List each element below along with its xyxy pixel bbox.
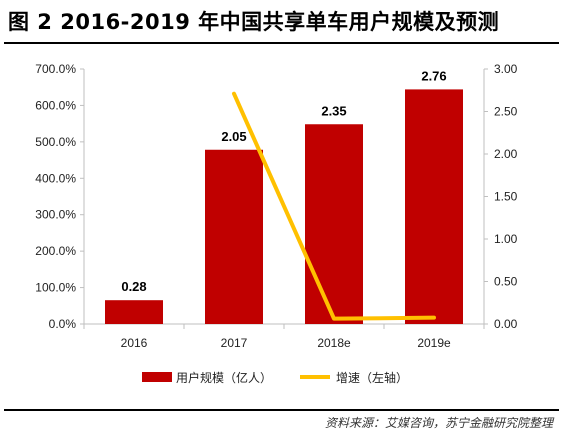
right-tick-label: 2.50 [494,105,518,119]
bars [105,89,463,325]
growth-line-path [232,91,436,321]
legend-bar-label: 用户规模（亿人） [176,370,272,385]
data-labels: 0.28 2.05 2.35 2.76 [121,68,446,294]
combo-chart: 0.0% 100.0% 200.0% 300.0% 400.0% 500.0% 600.0%… [35,62,517,385]
left-tick-label: 100.0% [35,281,76,295]
right-tick-label: 1.00 [494,232,518,246]
bar-value-label: 0.28 [121,279,146,294]
bar [105,300,163,324]
left-tick-label: 400.0% [35,171,76,185]
legend-bar-swatch [142,372,172,382]
bar-value-label: 2.35 [321,103,346,118]
axes: 0.0% 100.0% 200.0% 300.0% 400.0% 500.0% 600.0%… [35,62,517,350]
right-tick-label: 2.00 [494,147,518,161]
growth-line [232,91,436,321]
left-tick-label: 500.0% [35,135,76,149]
bar [305,124,363,324]
bar-value-label: 2.76 [421,68,446,83]
bar [405,89,463,325]
left-tick-label: 600.0% [35,98,76,112]
legend: 用户规模（亿人） 增速（左轴） [142,370,408,385]
figure-title: 图 2 2016-2019 年中国共享单车用户规模及预测 [8,10,500,34]
x-tick-label: 2018e [317,336,351,350]
bar [205,149,263,324]
legend-line-label: 增速（左轴） [336,370,408,385]
x-tick-label: 2016 [121,336,148,350]
top-rule [4,42,559,44]
left-tick-label: 0.0% [49,317,77,331]
right-tick-label: 3.00 [494,62,518,76]
right-tick-label: 0.50 [494,275,518,289]
x-tick-label: 2017 [221,336,248,350]
x-tick-label: 2019e [417,336,451,350]
right-tick-label: 1.50 [494,190,518,204]
right-tick-label: 0.00 [494,317,518,331]
source-note: 资料来源：艾媒咨询，苏宁金融研究院整理 [324,416,553,430]
bottom-rule [4,409,559,411]
left-tick-label: 200.0% [35,244,76,258]
left-tick-label: 700.0% [35,62,76,76]
left-tick-label: 300.0% [35,208,76,222]
bar-value-label: 2.05 [221,129,246,144]
